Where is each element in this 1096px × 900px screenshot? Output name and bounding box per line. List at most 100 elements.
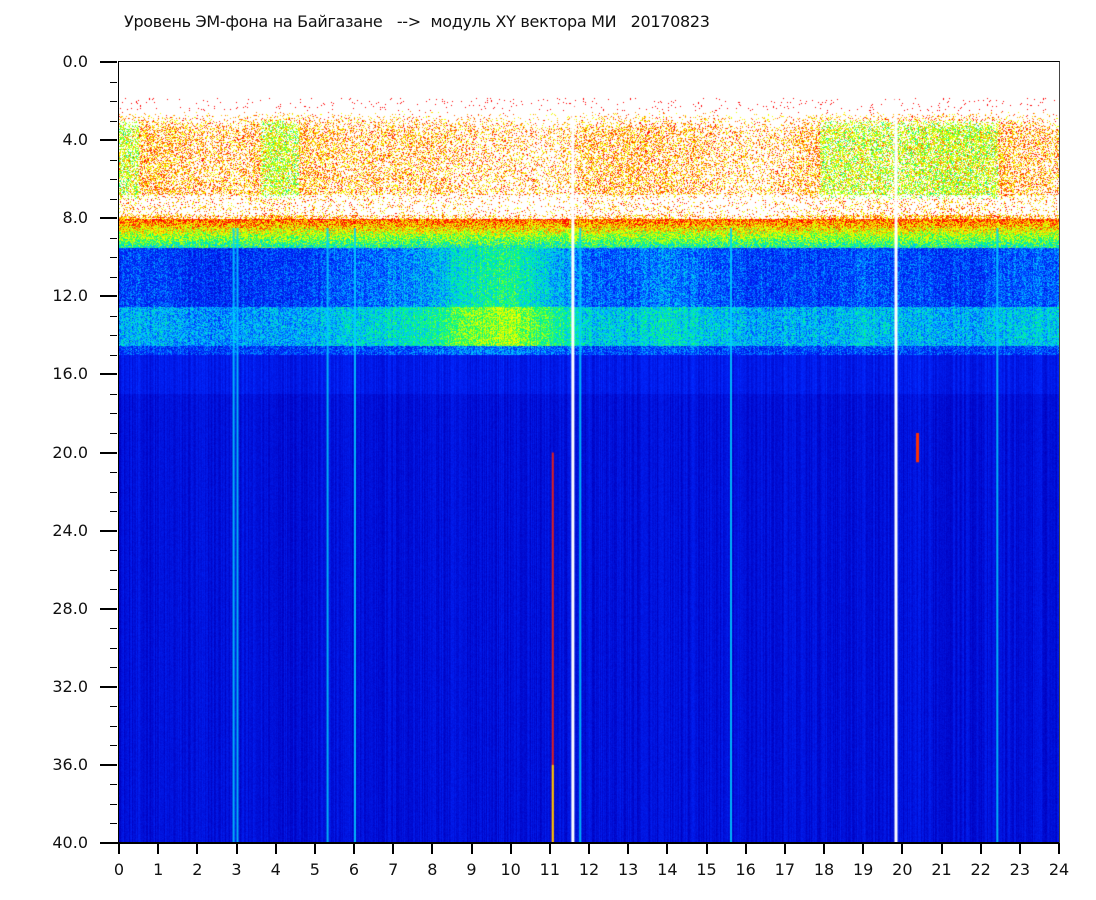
y-tick bbox=[100, 295, 117, 298]
x-tick bbox=[235, 843, 238, 854]
y-minor-tick bbox=[110, 81, 117, 83]
y-tick-label: 32.0 bbox=[52, 676, 88, 696]
spectrogram-heatmap bbox=[119, 62, 1059, 843]
x-tick-label: 22 bbox=[970, 860, 991, 879]
y-tick-label: 40.0 bbox=[52, 833, 88, 852]
plot-area bbox=[118, 61, 1060, 844]
y-minor-tick bbox=[110, 725, 117, 727]
y-tick-label: 4.0 bbox=[62, 130, 88, 150]
y-tick-label: 12.0 bbox=[52, 286, 88, 306]
y-tick bbox=[100, 607, 117, 610]
y-minor-tick bbox=[110, 491, 117, 493]
x-tick bbox=[196, 843, 199, 854]
x-tick bbox=[666, 843, 669, 854]
x-tick-label: 8 bbox=[427, 860, 438, 879]
x-tick bbox=[783, 843, 786, 854]
y-minor-tick bbox=[110, 823, 117, 825]
y-minor-tick bbox=[110, 159, 117, 161]
y-tick-label: 24.0 bbox=[52, 520, 88, 540]
y-tick bbox=[100, 842, 117, 844]
x-tick bbox=[157, 843, 160, 854]
x-tick bbox=[470, 843, 473, 854]
y-minor-tick bbox=[110, 257, 117, 259]
y-tick bbox=[100, 685, 117, 688]
x-tick-label: 20 bbox=[892, 860, 913, 879]
x-tick bbox=[1018, 843, 1021, 854]
y-minor-tick bbox=[110, 550, 117, 552]
y-minor-tick bbox=[110, 472, 117, 474]
y-tick bbox=[100, 61, 117, 63]
x-tick-label: 23 bbox=[1009, 860, 1030, 879]
x-tick bbox=[940, 843, 943, 854]
y-minor-tick bbox=[110, 706, 117, 708]
x-tick bbox=[823, 843, 825, 854]
y-minor-tick bbox=[110, 784, 117, 786]
x-tick bbox=[313, 843, 316, 854]
x-tick-label: 1 bbox=[153, 860, 164, 879]
x-tick-label: 15 bbox=[696, 860, 717, 879]
x-axis-line bbox=[108, 842, 1059, 844]
y-minor-tick bbox=[110, 120, 117, 122]
y-minor-tick bbox=[110, 511, 117, 513]
y-minor-tick bbox=[110, 628, 117, 630]
y-tick-label: 0.0 bbox=[62, 52, 88, 71]
x-tick-label: 24 bbox=[1048, 860, 1070, 879]
y-minor-tick bbox=[110, 354, 117, 356]
x-tick-label: 17 bbox=[774, 860, 795, 879]
x-tick-label: 13 bbox=[617, 860, 639, 879]
x-tick-label: 18 bbox=[813, 860, 835, 879]
x-tick-label: 5 bbox=[309, 860, 320, 879]
y-tick-label: 28.0 bbox=[52, 598, 88, 618]
x-tick-label: 3 bbox=[231, 860, 242, 879]
y-minor-tick bbox=[110, 393, 117, 395]
x-tick-label: 16 bbox=[735, 860, 756, 879]
x-tick-label: 2 bbox=[192, 860, 203, 879]
x-tick bbox=[744, 843, 747, 854]
x-tick bbox=[588, 843, 590, 854]
x-tick-label: 21 bbox=[931, 860, 952, 879]
x-tick-label: 12 bbox=[578, 860, 600, 879]
y-minor-tick bbox=[110, 569, 117, 571]
x-tick-label: 14 bbox=[657, 860, 678, 879]
x-tick bbox=[274, 843, 277, 854]
x-tick bbox=[1058, 843, 1060, 854]
y-minor-tick bbox=[110, 179, 117, 181]
y-tick bbox=[100, 763, 117, 766]
x-tick bbox=[509, 843, 512, 854]
y-minor-tick bbox=[110, 745, 117, 747]
y-tick bbox=[100, 529, 117, 532]
y-minor-tick bbox=[110, 335, 117, 337]
y-minor-tick bbox=[110, 589, 117, 591]
y-minor-tick bbox=[110, 413, 117, 415]
y-minor-tick bbox=[110, 432, 117, 434]
x-tick bbox=[392, 843, 395, 854]
x-tick bbox=[548, 843, 551, 854]
y-tick-label: 20.0 bbox=[52, 442, 88, 462]
y-minor-tick bbox=[110, 276, 117, 278]
y-tick bbox=[100, 373, 117, 376]
y-tick bbox=[100, 217, 117, 220]
x-tick bbox=[353, 843, 355, 854]
y-tick-label: 36.0 bbox=[52, 754, 88, 774]
x-tick-label: 4 bbox=[270, 860, 281, 879]
x-tick-label: 9 bbox=[466, 860, 477, 879]
y-minor-tick bbox=[110, 803, 117, 805]
x-tick-label: 11 bbox=[539, 860, 560, 879]
y-tick bbox=[100, 451, 117, 454]
y-minor-tick bbox=[110, 667, 117, 669]
y-tick-label: 8.0 bbox=[62, 208, 88, 228]
x-tick bbox=[979, 843, 982, 854]
x-tick-label: 6 bbox=[348, 860, 360, 879]
x-tick bbox=[431, 843, 434, 854]
y-minor-tick bbox=[110, 237, 117, 239]
y-tick-label: 16.0 bbox=[52, 364, 88, 384]
x-tick bbox=[627, 843, 630, 854]
x-tick bbox=[901, 843, 904, 854]
y-tick bbox=[100, 139, 117, 142]
x-tick bbox=[118, 843, 120, 854]
x-tick bbox=[705, 843, 708, 854]
y-minor-tick bbox=[110, 101, 117, 103]
x-tick bbox=[862, 843, 865, 854]
x-tick-label: 19 bbox=[852, 860, 874, 879]
y-minor-tick bbox=[110, 647, 117, 649]
